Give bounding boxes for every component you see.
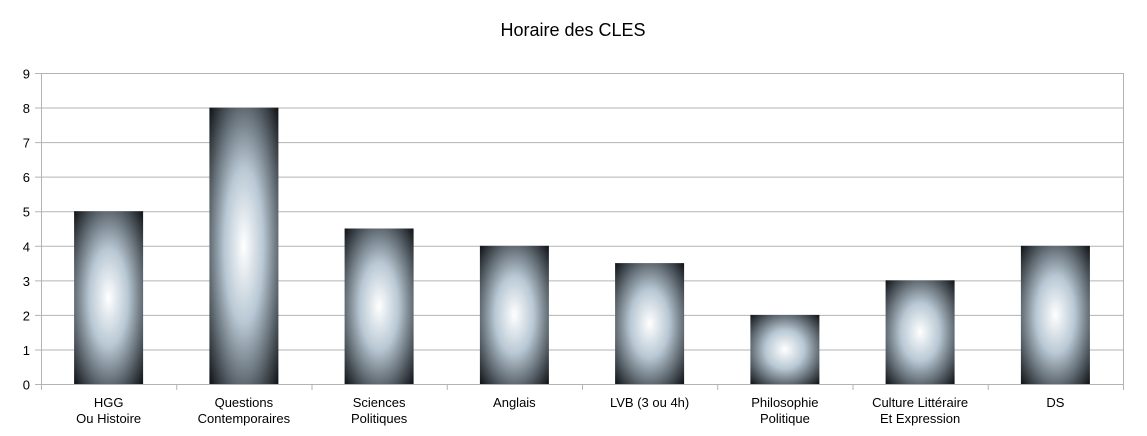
bar [885, 280, 955, 384]
y-tick-label: 5 [23, 205, 30, 220]
y-axis: 0 1 2 3 4 5 6 7 8 9 [23, 67, 30, 393]
x-tick-label: Culture Littéraire Et Expression [872, 395, 968, 426]
bar [1020, 245, 1090, 384]
x-tick-label: Philosophie Politique [751, 395, 818, 426]
x-tick-label: HGG Ou Histoire [76, 395, 141, 426]
bar [750, 314, 820, 384]
x-tick-label-line: Philosophie [751, 395, 818, 410]
bar [209, 107, 279, 384]
y-tick-label: 7 [23, 136, 30, 151]
y-tick-label: 3 [23, 274, 30, 289]
y-tick-label: 8 [23, 101, 30, 116]
y-tick-label: 4 [23, 239, 30, 254]
bar [344, 228, 414, 384]
x-tick-label-line: Politique [760, 411, 810, 426]
x-tick-label: Anglais [493, 395, 536, 410]
y-tick-label: 6 [23, 170, 30, 185]
bar [74, 211, 144, 384]
x-tick-label: Sciences Politiques [351, 395, 408, 426]
x-tick-label-line: Anglais [493, 395, 536, 410]
x-tick-label: Questions Contemporaires [198, 395, 291, 426]
x-tick-label: LVB (3 ou 4h) [610, 395, 689, 410]
x-tick-label-line: LVB (3 ou 4h) [610, 395, 689, 410]
x-tick-label-line: Et Expression [880, 411, 960, 426]
x-tick-label-line: Contemporaires [198, 411, 291, 426]
x-axis: HGG Ou Histoire Questions Contemporaires Sci… [76, 395, 1065, 426]
x-tick-label-line: Questions [215, 395, 274, 410]
x-tick-label-line: HGG [94, 395, 124, 410]
y-tick-label: 9 [23, 67, 30, 82]
bar [479, 245, 549, 384]
bars [74, 107, 1090, 384]
x-tick-label-line: Sciences [353, 395, 406, 410]
x-tick-label-line: Ou Histoire [76, 411, 141, 426]
bar [615, 263, 685, 384]
y-tick-label: 2 [23, 308, 30, 323]
x-tick-label-line: Culture Littéraire [872, 395, 968, 410]
chart-title: Horaire des CLES [500, 20, 645, 40]
x-tick-label-line: Politiques [351, 411, 408, 426]
y-tick-label: 1 [23, 343, 30, 358]
y-tick-label: 0 [23, 378, 30, 393]
x-tick-label: DS [1046, 395, 1064, 410]
grid-layer [35, 73, 1124, 390]
x-tick-label-line: DS [1046, 395, 1064, 410]
